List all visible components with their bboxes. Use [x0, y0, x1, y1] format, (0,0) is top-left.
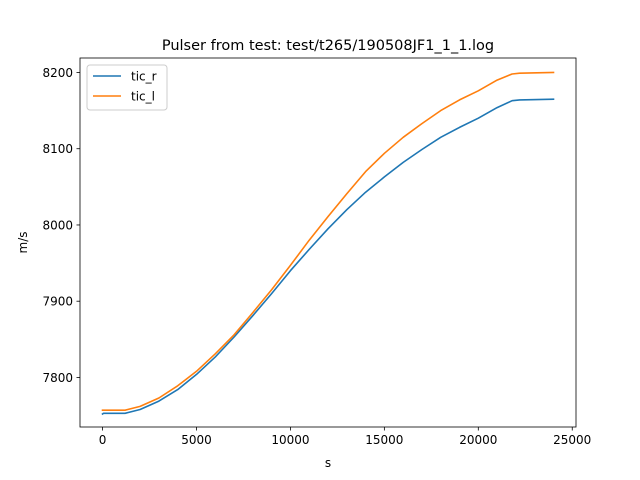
y-axis: 7800 7900 8000 8100 8200: [42, 66, 80, 385]
x-tick-label: 10000: [271, 433, 309, 447]
y-tick-label: 8100: [42, 142, 73, 156]
x-axis-title: s: [325, 456, 331, 470]
chart-title: Pulser from test: test/t265/190508JF1_1_…: [162, 38, 494, 54]
x-tick-label: 0: [99, 433, 107, 447]
legend-label: tic_l: [131, 90, 155, 104]
y-axis-title: m/s: [16, 232, 30, 254]
series-line-tic-l: [101, 71, 555, 412]
x-tick-label: 25000: [553, 433, 591, 447]
y-tick-label: 7800: [42, 371, 73, 385]
legend: tic_r tic_l: [86, 64, 168, 111]
x-tick-label: 15000: [365, 433, 403, 447]
x-tick-label: 5000: [181, 433, 212, 447]
y-tick-label: 8200: [42, 66, 73, 80]
plot-frame: [79, 57, 577, 428]
legend-label: tic_r: [131, 70, 157, 84]
y-tick-label: 7900: [42, 295, 73, 309]
x-axis: 0 5000 10000 15000 20000 25000: [99, 427, 591, 447]
plot-area: [79, 57, 577, 428]
series-line-tic-r: [101, 98, 555, 416]
series-lines: [101, 71, 555, 416]
y-tick-label: 8000: [42, 218, 73, 232]
x-tick-label: 20000: [459, 433, 497, 447]
